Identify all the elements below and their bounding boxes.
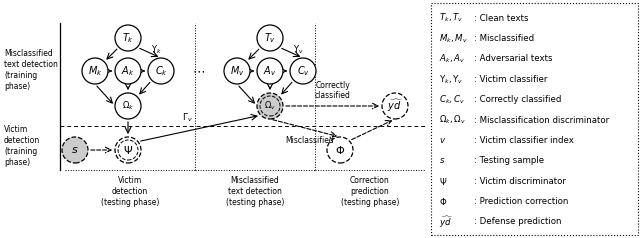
Text: : Misclassification discriminator: : Misclassification discriminator — [474, 115, 609, 124]
Text: Correctly
classified: Correctly classified — [315, 81, 351, 100]
Text: $M_k, M_v$: $M_k, M_v$ — [439, 32, 468, 45]
Text: $\Upsilon_v$: $\Upsilon_v$ — [292, 44, 303, 56]
Text: $M_k$: $M_k$ — [88, 64, 102, 78]
Text: Correction
prediction
(testing phase): Correction prediction (testing phase) — [341, 176, 399, 207]
Text: Misclassified
text detection
(training
phase): Misclassified text detection (training p… — [4, 49, 58, 91]
Text: Victim
detection
(testing phase): Victim detection (testing phase) — [101, 176, 159, 207]
Circle shape — [62, 137, 88, 163]
Text: : Adversarial texts: : Adversarial texts — [474, 55, 552, 64]
Circle shape — [82, 58, 108, 84]
Circle shape — [290, 58, 316, 84]
Text: $M_v$: $M_v$ — [230, 64, 244, 78]
Circle shape — [257, 25, 283, 51]
Text: : Defense prediction: : Defense prediction — [474, 217, 561, 226]
Text: : Testing sample: : Testing sample — [474, 156, 544, 165]
Text: : Clean texts: : Clean texts — [474, 14, 529, 23]
Text: $\Psi$: $\Psi$ — [123, 144, 133, 156]
Text: $T_v$: $T_v$ — [264, 31, 276, 45]
Text: $\Omega_k, \Omega_v$: $\Omega_k, \Omega_v$ — [439, 114, 466, 126]
Circle shape — [115, 137, 141, 163]
Text: : Victim classifier: : Victim classifier — [474, 75, 547, 84]
Text: $\Psi$: $\Psi$ — [439, 176, 447, 187]
Text: $C_k$: $C_k$ — [154, 64, 168, 78]
Text: $\Phi$: $\Phi$ — [335, 144, 345, 156]
Circle shape — [382, 93, 408, 119]
Text: $C_k, C_v$: $C_k, C_v$ — [439, 93, 465, 106]
Text: $T_k$: $T_k$ — [122, 31, 134, 45]
Text: $s$: $s$ — [71, 145, 79, 155]
Text: : Correctly classified: : Correctly classified — [474, 95, 561, 104]
Circle shape — [257, 58, 283, 84]
Text: Victim
detection
(training
phase): Victim detection (training phase) — [4, 125, 40, 167]
Circle shape — [115, 93, 141, 119]
Text: $A_v$: $A_v$ — [264, 64, 276, 78]
Text: $s$: $s$ — [439, 156, 445, 165]
Circle shape — [115, 25, 141, 51]
Text: : Misclassified: : Misclassified — [474, 34, 534, 43]
Text: $\Upsilon_k$: $\Upsilon_k$ — [150, 44, 161, 56]
Circle shape — [257, 93, 283, 119]
Text: $C_v$: $C_v$ — [296, 64, 310, 78]
Circle shape — [115, 58, 141, 84]
Text: $\Upsilon_k, \Upsilon_v$: $\Upsilon_k, \Upsilon_v$ — [439, 73, 463, 85]
Text: $v$: $v$ — [439, 136, 446, 145]
Text: Misclassified: Misclassified — [285, 136, 334, 145]
Text: $A_k$: $A_k$ — [122, 64, 134, 78]
Text: $\widehat{yd}$: $\widehat{yd}$ — [439, 214, 454, 230]
FancyBboxPatch shape — [431, 3, 638, 235]
Text: $\Gamma_v$: $\Gamma_v$ — [182, 112, 193, 124]
Text: : Victim discriminator: : Victim discriminator — [474, 177, 566, 186]
Text: : Victim classifier index: : Victim classifier index — [474, 136, 574, 145]
Text: $A_k, A_v$: $A_k, A_v$ — [439, 53, 465, 65]
Circle shape — [224, 58, 250, 84]
Text: $T_k, T_v$: $T_k, T_v$ — [439, 12, 463, 25]
Text: $\Omega_k$: $\Omega_k$ — [122, 100, 134, 112]
Text: : Prediction correction: : Prediction correction — [474, 197, 568, 206]
Text: $\Omega_v$: $\Omega_v$ — [264, 100, 276, 112]
Text: Misclassified
text detection
(testing phase): Misclassified text detection (testing ph… — [226, 176, 284, 207]
Text: $\Phi$: $\Phi$ — [439, 196, 447, 207]
Circle shape — [327, 137, 353, 163]
Circle shape — [148, 58, 174, 84]
Text: $\widehat{yd}$: $\widehat{yd}$ — [387, 98, 403, 114]
Text: $\cdots$: $\cdots$ — [193, 64, 205, 78]
